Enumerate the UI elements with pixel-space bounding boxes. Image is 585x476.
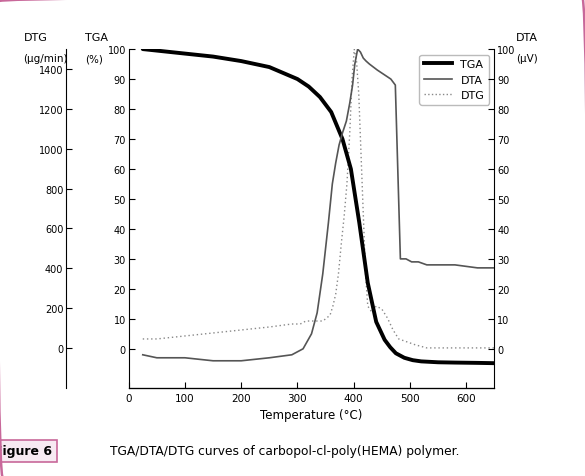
Text: DTA: DTA xyxy=(516,33,538,43)
Text: (%): (%) xyxy=(85,54,103,64)
Text: (μV): (μV) xyxy=(516,54,538,64)
Text: DTG: DTG xyxy=(23,33,47,43)
Text: TGA/DTA/DTG curves of carbopol-cl-poly(HEMA) polymer.: TGA/DTA/DTG curves of carbopol-cl-poly(H… xyxy=(110,445,460,457)
Legend: TGA, DTA, DTG: TGA, DTA, DTG xyxy=(419,56,489,105)
X-axis label: Temperature (°C): Temperature (°C) xyxy=(260,408,363,421)
Text: Figure 6: Figure 6 xyxy=(0,445,52,457)
Text: (μg/min): (μg/min) xyxy=(23,54,68,64)
Text: TGA: TGA xyxy=(85,33,108,43)
